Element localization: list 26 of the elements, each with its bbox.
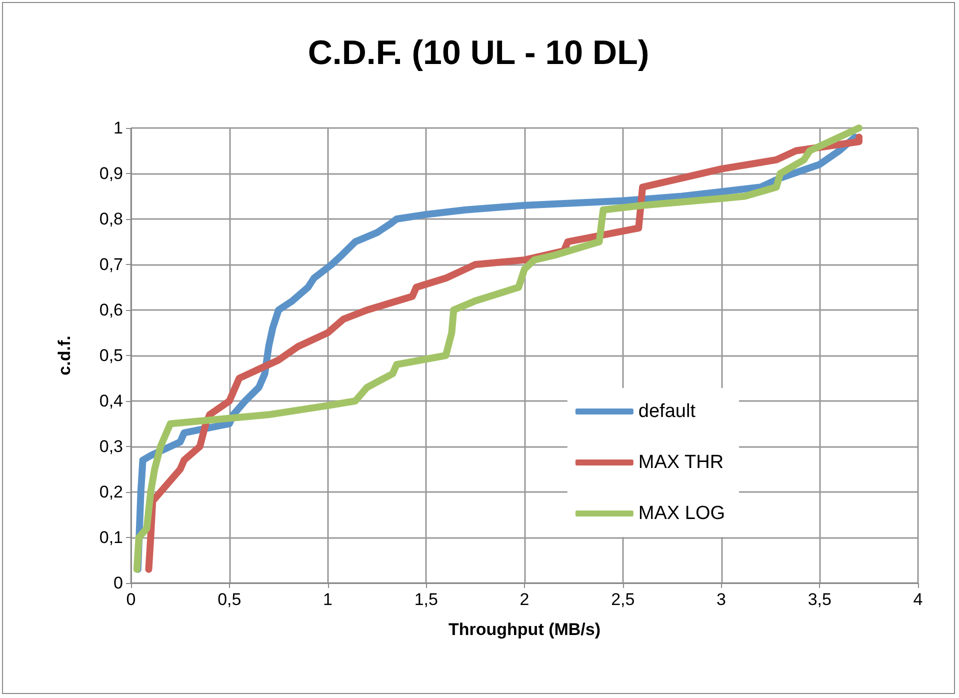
y-tick-label: 0,2 xyxy=(99,482,123,502)
y-axis-title: c.d.f. xyxy=(55,336,74,376)
y-tick-label: 0,6 xyxy=(99,300,123,320)
x-tick-label: 4 xyxy=(913,590,923,609)
x-tick-label: 3,5 xyxy=(808,590,832,609)
x-tick-label: 0,5 xyxy=(218,590,242,609)
x-tick-label: 1 xyxy=(323,590,332,609)
y-tick-label: 0,1 xyxy=(99,528,123,547)
y-tick-label: 0,7 xyxy=(99,255,123,274)
y-tick-label: 0,4 xyxy=(99,392,123,410)
legend-label: default xyxy=(638,401,696,422)
x-tick-label: 2,5 xyxy=(611,590,635,609)
y-tick-label: 0,9 xyxy=(99,164,123,183)
x-tick-label: 1,5 xyxy=(414,590,438,609)
x-tick-label: 0 xyxy=(126,590,136,609)
x-axis-title: Throughput (MB/s) xyxy=(448,620,601,639)
y-tick-label: 0,5 xyxy=(99,346,123,365)
y-tick-label: 0,8 xyxy=(99,210,123,228)
x-tick-label: 2 xyxy=(520,590,530,609)
y-tick-label: 1 xyxy=(114,118,123,138)
y-tick-label: 0 xyxy=(114,574,123,592)
y-tick-label: 0,3 xyxy=(99,437,123,456)
x-tick-label: 3 xyxy=(716,590,726,609)
legend-label: MAX LOG xyxy=(638,503,725,524)
legend-label: MAX THR xyxy=(638,452,724,473)
chart-title: C.D.F. (10 UL - 10 DL) xyxy=(308,34,650,72)
